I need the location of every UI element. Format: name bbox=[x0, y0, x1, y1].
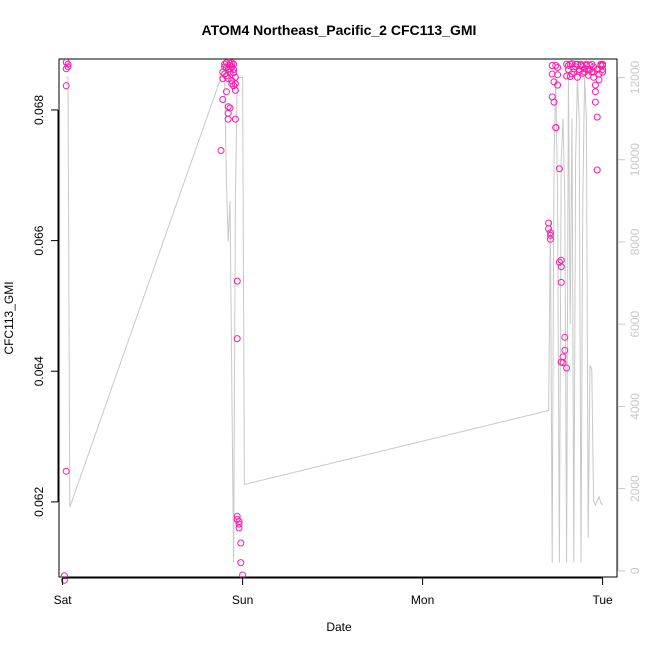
y-tick-label: 0.066 bbox=[32, 225, 46, 255]
data-point bbox=[554, 64, 562, 71]
data-point bbox=[219, 96, 227, 103]
data-point bbox=[548, 70, 556, 78]
x-tick-label: Sat bbox=[54, 593, 73, 607]
data-point bbox=[222, 88, 230, 96]
data-point bbox=[233, 277, 241, 285]
data-point bbox=[224, 75, 232, 83]
y2-tick-label: 0 bbox=[628, 567, 642, 574]
data-point bbox=[595, 76, 603, 84]
data-point bbox=[570, 65, 578, 73]
data-point bbox=[552, 62, 560, 69]
data-point bbox=[557, 256, 565, 264]
y2-tick-label: 4000 bbox=[628, 393, 642, 420]
data-point bbox=[233, 335, 241, 343]
y-axis-label: CFC113_GMI bbox=[2, 281, 16, 354]
data-point bbox=[235, 524, 243, 532]
y-tick-label: 0.064 bbox=[32, 356, 46, 386]
data-point bbox=[591, 81, 599, 89]
data-point bbox=[586, 62, 594, 69]
y2-tick-label: 2000 bbox=[628, 475, 642, 502]
secondary-series-line-layer bbox=[66, 77, 603, 563]
data-point bbox=[559, 353, 567, 361]
y-axis-left: 0.062 0.064 0.066 0.068 bbox=[32, 95, 59, 517]
data-point bbox=[546, 231, 554, 239]
data-point bbox=[233, 516, 241, 523]
y2-tick-label: 6000 bbox=[628, 310, 642, 337]
data-point bbox=[561, 346, 569, 354]
data-point bbox=[554, 71, 562, 79]
data-point bbox=[564, 62, 572, 69]
data-point bbox=[230, 60, 238, 68]
data-point bbox=[599, 62, 607, 69]
data-point bbox=[554, 81, 562, 89]
data-point bbox=[552, 124, 560, 132]
series-line bbox=[66, 77, 603, 563]
data-point bbox=[62, 65, 70, 73]
data-point bbox=[563, 364, 571, 372]
plot-frame bbox=[58, 58, 618, 578]
data-point bbox=[226, 104, 234, 112]
data-point bbox=[64, 60, 72, 68]
y2-tick-label: 12000 bbox=[628, 60, 642, 94]
y2-tick-label: 10000 bbox=[628, 143, 642, 177]
x-axis: Sat Sun Mon Tue bbox=[54, 577, 613, 607]
data-point bbox=[217, 147, 225, 154]
data-point bbox=[561, 333, 569, 341]
data-point bbox=[545, 225, 553, 233]
data-point bbox=[230, 66, 238, 73]
data-point bbox=[591, 98, 599, 106]
y-axis-right: 0 2000 4000 6000 8000 10000 12000 bbox=[617, 60, 642, 574]
x-tick-label: Tue bbox=[592, 593, 613, 607]
data-point bbox=[60, 572, 68, 580]
data-point bbox=[237, 559, 245, 567]
data-point bbox=[555, 165, 563, 173]
x-tick-label: Mon bbox=[411, 593, 434, 607]
data-point bbox=[555, 258, 563, 266]
x-tick-label: Sun bbox=[232, 593, 253, 607]
data-point bbox=[235, 520, 243, 528]
data-point bbox=[557, 278, 565, 286]
data-point bbox=[62, 467, 70, 475]
data-point bbox=[550, 98, 558, 106]
data-point bbox=[231, 115, 239, 123]
data-point bbox=[231, 86, 239, 94]
data-point bbox=[231, 80, 239, 88]
x-axis-label: Date bbox=[326, 620, 352, 634]
y2-tick-label: 8000 bbox=[628, 228, 642, 255]
data-point bbox=[224, 115, 232, 123]
y-tick-label: 0.062 bbox=[32, 487, 46, 517]
data-point bbox=[230, 69, 238, 77]
data-point bbox=[593, 66, 601, 73]
data-point bbox=[60, 576, 68, 584]
data-points-layer bbox=[60, 58, 607, 584]
chart-title: ATOM4 Northeast_Pacific_2 CFC113_GMI bbox=[202, 22, 477, 38]
data-point bbox=[62, 82, 70, 90]
data-point bbox=[581, 65, 589, 73]
data-point bbox=[590, 73, 598, 81]
data-point bbox=[593, 113, 601, 121]
data-point bbox=[237, 539, 245, 547]
data-point bbox=[64, 63, 72, 71]
data-point bbox=[546, 235, 554, 243]
data-point bbox=[224, 103, 232, 111]
y-tick-label: 0.068 bbox=[32, 95, 46, 125]
data-point bbox=[591, 88, 599, 96]
data-point bbox=[599, 68, 607, 76]
data-point bbox=[222, 64, 230, 71]
data-point bbox=[593, 166, 601, 174]
data-point bbox=[228, 80, 236, 88]
data-point bbox=[228, 59, 236, 67]
data-point bbox=[599, 66, 607, 73]
data-point bbox=[230, 82, 238, 90]
